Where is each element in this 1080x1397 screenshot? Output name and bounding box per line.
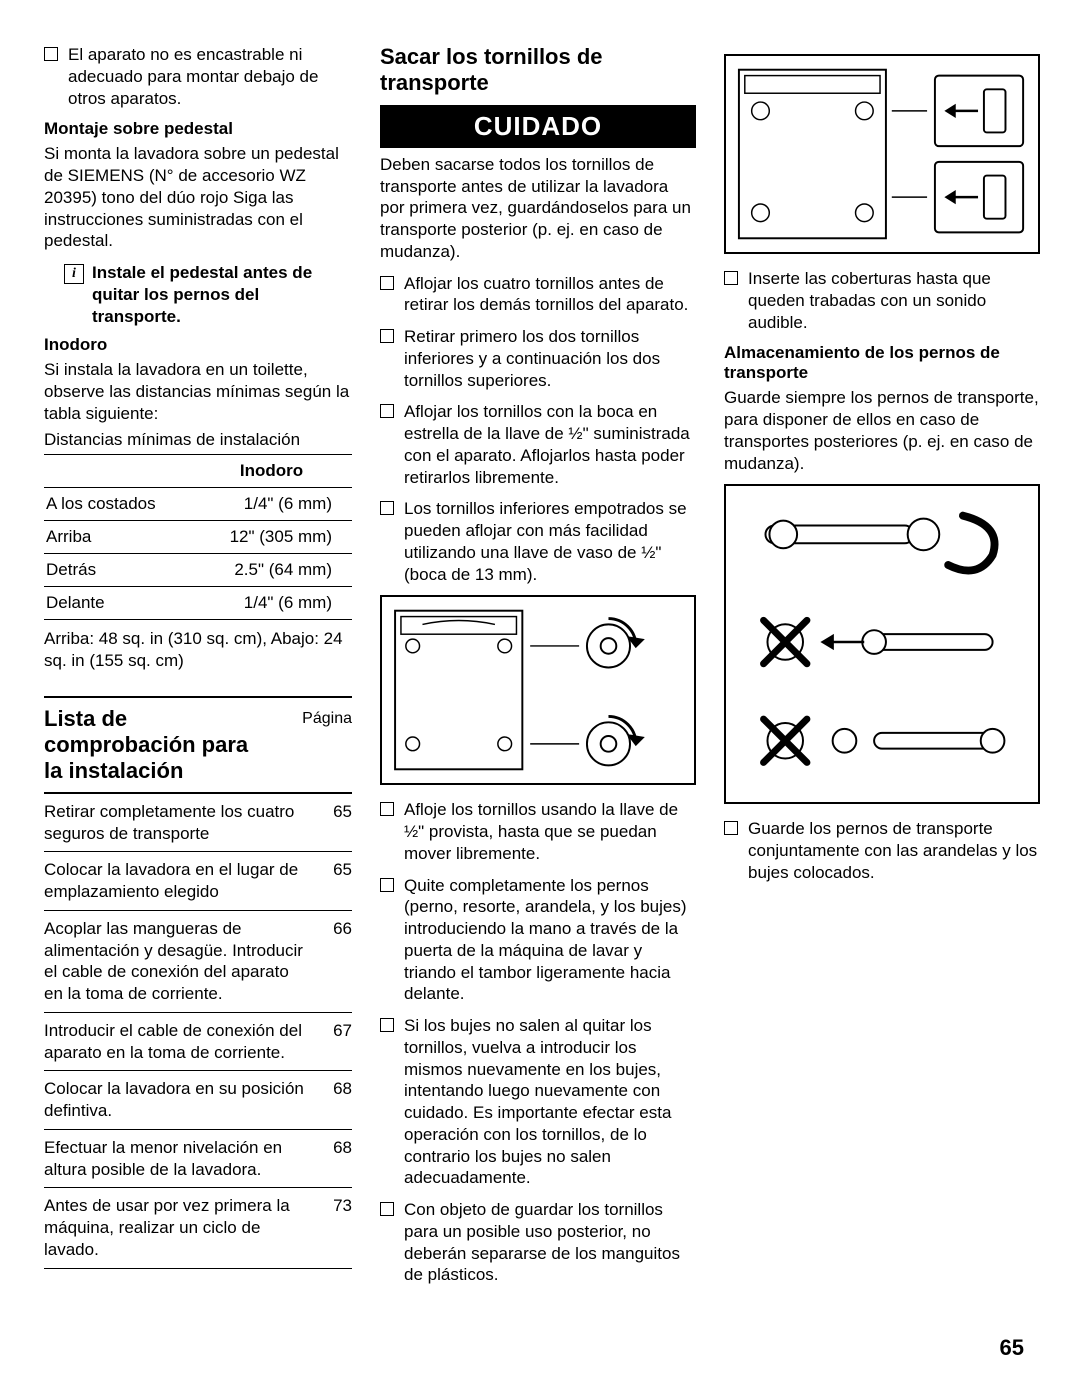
- list-item: Quite completamente los pernos (perno, r…: [380, 875, 696, 1006]
- clearance-footer: Arriba: 48 sq. in (310 sq. cm), Abajo: 2…: [44, 628, 352, 672]
- checklist-text: Efectuar la menor nivelación en altura p…: [44, 1129, 312, 1188]
- checkbox-icon: [380, 878, 394, 892]
- col3-bullet-2-text: Guarde los pernos de transporte conjunta…: [748, 818, 1040, 883]
- list-item: Retirar primero los dos tornillos inferi…: [380, 326, 696, 391]
- page-number: 65: [1000, 1335, 1024, 1361]
- clearance-value: 12" (305 mm): [191, 521, 352, 554]
- clearance-value: 1/4" (6 mm): [191, 587, 352, 620]
- checkbox-icon: [724, 271, 738, 285]
- col3-bullet-2: Guarde los pernos de transporte conjunta…: [724, 818, 1040, 883]
- clearance-label: A los costados: [44, 488, 191, 521]
- checkbox-icon: [44, 47, 58, 61]
- checkbox-icon: [380, 802, 394, 816]
- checklist-page: 73: [312, 1188, 352, 1268]
- inodoro-title: Inodoro: [44, 335, 352, 355]
- checklist-title-text: Lista de comprobación para la instalació…: [44, 706, 264, 784]
- inodoro-text: Si instala la lavadora en un toilette, o…: [44, 359, 352, 424]
- list-item: Aflojar los cuatro tornillos antes de re…: [380, 273, 696, 317]
- checkbox-icon: [380, 1018, 394, 1032]
- checkbox-icon: [380, 501, 394, 515]
- transport-bolts-title: Sacar los tornillos de transporte: [380, 44, 696, 97]
- table-row: Introducir el cable de conexión del apar…: [44, 1012, 352, 1071]
- list-item: Si los bujes no salen al quitar los torn…: [380, 1015, 696, 1189]
- cuidado-banner: CUIDADO: [380, 105, 696, 148]
- checkbox-icon: [380, 276, 394, 290]
- list-item: Afloje los tornillos usando la llave de …: [380, 799, 696, 864]
- washer-back-diagram: [380, 595, 696, 785]
- list-item-text: Con objeto de guardar los tornillos para…: [404, 1199, 696, 1286]
- table-row: Arriba12" (305 mm): [44, 521, 352, 554]
- checklist-text: Retirar completamente los cuatro seguros…: [44, 794, 312, 852]
- info-icon: i: [64, 264, 84, 284]
- list-item: Con objeto de guardar los tornillos para…: [380, 1199, 696, 1286]
- col3-bullet-1: Inserte las coberturas hasta que queden …: [724, 268, 1040, 333]
- list-item-text: Si los bujes no salen al quitar los torn…: [404, 1015, 696, 1189]
- table-row: Efectuar la menor nivelación en altura p…: [44, 1129, 352, 1188]
- list-item: Aflojar los tornillos con la boca en est…: [380, 401, 696, 488]
- clearance-label: Delante: [44, 587, 191, 620]
- list-item-text: Los tornillos inferiores empotrados se p…: [404, 498, 696, 585]
- intro-bullet-text: El aparato no es encastrable ni adecuado…: [68, 44, 352, 109]
- clearance-label: Detrás: [44, 554, 191, 587]
- storage-text: Guarde siempre los pernos de transporte,…: [724, 387, 1040, 474]
- checklist-text: Colocar la lavadora en el lugar de empla…: [44, 852, 312, 911]
- checkbox-icon: [380, 1202, 394, 1216]
- list-item-text: Afloje los tornillos usando la llave de …: [404, 799, 696, 864]
- checklist-page: 67: [312, 1012, 352, 1071]
- list-item-text: Aflojar los tornillos con la boca en est…: [404, 401, 696, 488]
- checklist-text: Acoplar las mangueras de alimentación y …: [44, 910, 312, 1012]
- checklist-text: Introducir el cable de conexión del apar…: [44, 1012, 312, 1071]
- checklist-section-title: Lista de comprobación para la instalació…: [44, 696, 352, 794]
- checklist-page: 66: [312, 910, 352, 1012]
- checklist-text: Colocar la lavadora en su posición defin…: [44, 1071, 312, 1130]
- clearance-label: Arriba: [44, 521, 191, 554]
- checklist-page-label: Página: [302, 706, 352, 728]
- column-2: Sacar los tornillos de transporte CUIDAD…: [380, 44, 696, 1296]
- table-row: Antes de usar por vez primera la máquina…: [44, 1188, 352, 1268]
- checklist-page: 68: [312, 1129, 352, 1188]
- checklist-page: 68: [312, 1071, 352, 1130]
- checkbox-icon: [724, 821, 738, 835]
- cover-insert-diagram: [724, 54, 1040, 254]
- table-row: Delante1/4" (6 mm): [44, 587, 352, 620]
- bolt-storage-diagram: [724, 484, 1040, 804]
- intro-bullet: El aparato no es encastrable ni adecuado…: [44, 44, 352, 109]
- checkbox-icon: [380, 329, 394, 343]
- pedestal-text: Si monta la lavadora sobre un pedestal d…: [44, 143, 352, 252]
- column-3: Inserte las coberturas hasta que queden …: [724, 44, 1040, 1296]
- table-row: Acoplar las mangueras de alimentación y …: [44, 910, 352, 1012]
- checklist-table: Retirar completamente los cuatro seguros…: [44, 794, 352, 1269]
- clearance-table-header: Inodoro: [191, 455, 352, 488]
- list-item: Los tornillos inferiores empotrados se p…: [380, 498, 696, 585]
- info-note-text: Instale el pedestal antes de quitar los …: [92, 262, 352, 327]
- column-1: El aparato no es encastrable ni adecuado…: [44, 44, 352, 1296]
- list-item-text: Retirar primero los dos tornillos inferi…: [404, 326, 696, 391]
- list-item-text: Aflojar los cuatro tornillos antes de re…: [404, 273, 696, 317]
- table-row: Colocar la lavadora en su posición defin…: [44, 1071, 352, 1130]
- distancias-label: Distancias mínimas de instalación: [44, 429, 352, 451]
- table-row: Colocar la lavadora en el lugar de empla…: [44, 852, 352, 911]
- checklist-text: Antes de usar por vez primera la máquina…: [44, 1188, 312, 1268]
- list-item-text: Quite completamente los pernos (perno, r…: [404, 875, 696, 1006]
- clearance-value: 2.5" (64 mm): [191, 554, 352, 587]
- table-row: A los costados1/4" (6 mm): [44, 488, 352, 521]
- storage-title: Almacenamiento de los pernos de transpor…: [724, 343, 1040, 383]
- checkbox-icon: [380, 404, 394, 418]
- cuidado-text: Deben sacarse todos los tornillos de tra…: [380, 154, 696, 263]
- table-row: Detrás2.5" (64 mm): [44, 554, 352, 587]
- checklist-page: 65: [312, 852, 352, 911]
- pedestal-title: Montaje sobre pedestal: [44, 119, 352, 139]
- clearance-value: 1/4" (6 mm): [191, 488, 352, 521]
- table-row: Retirar completamente los cuatro seguros…: [44, 794, 352, 852]
- col3-bullet-1-text: Inserte las coberturas hasta que queden …: [748, 268, 1040, 333]
- clearance-table: Inodoro A los costados1/4" (6 mm)Arriba1…: [44, 454, 352, 620]
- checklist-page: 65: [312, 794, 352, 852]
- info-note: i Instale el pedestal antes de quitar lo…: [44, 262, 352, 327]
